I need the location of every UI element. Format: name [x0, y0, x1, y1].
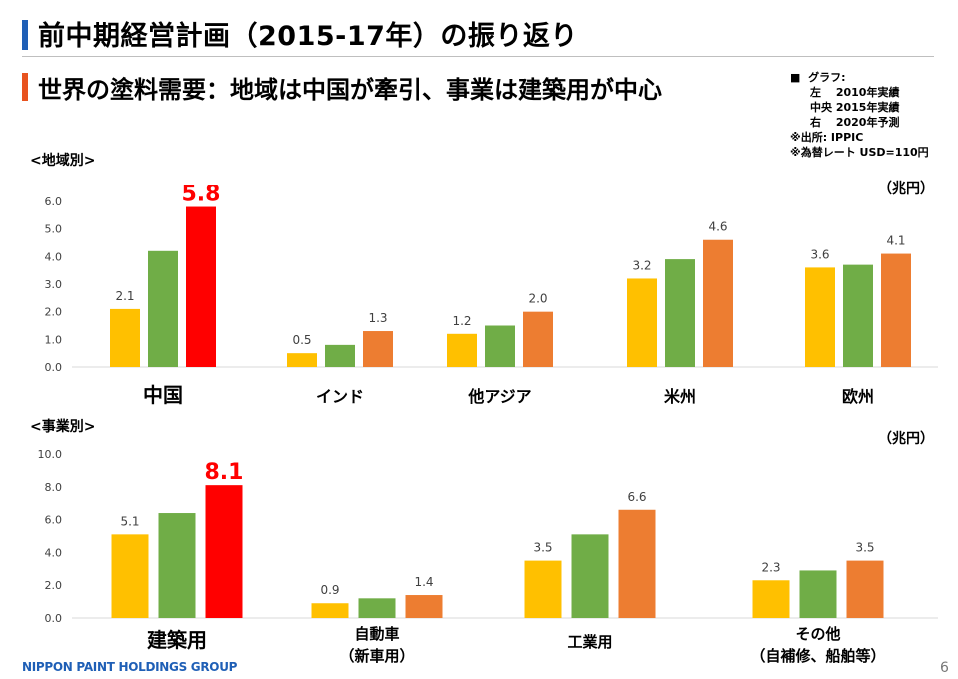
- y-tick-label: 6.0: [45, 514, 63, 527]
- bar-0-3: [627, 278, 657, 367]
- region-unit-label: （兆円）: [878, 181, 934, 197]
- business-section-label: <事業別>: [30, 419, 96, 435]
- data-label: 0.5: [292, 333, 311, 347]
- y-tick-label: 0.0: [45, 361, 63, 374]
- y-tick-label: 8.0: [45, 481, 63, 494]
- y-tick-label: 4.0: [45, 250, 63, 263]
- data-label: 1.4: [414, 575, 433, 589]
- bar-0-0: [110, 308, 140, 367]
- legend-source: ※出所: IPPIC: [790, 131, 864, 144]
- data-label: 2.3: [761, 560, 780, 574]
- legend-bullet: ■: [790, 71, 801, 84]
- data-label: 6.6: [627, 490, 646, 504]
- data-label: 4.6: [708, 220, 727, 234]
- y-tick-label: 2.0: [45, 579, 63, 592]
- bar-0-2: [524, 560, 562, 618]
- bar-1-3: [799, 570, 837, 618]
- category-label: その他: [795, 625, 840, 643]
- y-tick-label: 10.0: [38, 448, 63, 461]
- category-label: 工業用: [567, 633, 612, 651]
- bar-2-0: [186, 206, 216, 367]
- page-number: 6: [940, 660, 949, 676]
- bar-0-1: [311, 603, 349, 618]
- bar-0-3: [752, 580, 790, 618]
- data-label: 2.1: [115, 289, 134, 303]
- category-label: （自補修、船舶等）: [750, 647, 885, 665]
- bar-1-1: [325, 344, 355, 367]
- data-label: 3.2: [632, 258, 651, 272]
- bar-1-3: [665, 259, 695, 367]
- data-label: 5.8: [182, 185, 221, 207]
- data-label: 0.9: [320, 583, 339, 597]
- data-label: 1.3: [368, 311, 387, 325]
- data-label: 3.5: [855, 541, 874, 555]
- category-label: 建築用: [147, 628, 207, 652]
- title-divider: [22, 56, 934, 57]
- legend-box: ■ グラフ: 左 2010年実績 中央 2015年実績 右 2020年予測 ※出…: [790, 70, 929, 160]
- y-tick-label: 0.0: [45, 612, 63, 625]
- category-label: 米州: [664, 387, 696, 406]
- legend-row-right: 右 2020年予測: [810, 116, 900, 129]
- bar-1-4: [843, 264, 873, 367]
- category-label: 自動車: [354, 625, 399, 643]
- bar-0-1: [287, 353, 317, 367]
- bar-1-2: [485, 325, 515, 367]
- y-tick-label: 6.0: [45, 195, 63, 208]
- bar-2-3: [846, 560, 884, 618]
- bar-1-0: [148, 250, 178, 367]
- business-chart: 0.0 2.0 4.0 6.0 8.0 10.0 5.1 8.1 建築用 0.9 1.4 自動車 （新車…: [38, 448, 938, 665]
- bar-1-2: [571, 534, 609, 618]
- data-label: 4.1: [886, 234, 905, 248]
- bar-1-0: [158, 513, 196, 618]
- region-section-label: <地域別>: [30, 153, 96, 169]
- y-tick-label: 5.0: [45, 223, 63, 236]
- category-label: （新車用）: [339, 647, 414, 665]
- data-label: 3.6: [810, 247, 829, 261]
- company-logo: NIPPON PAINT HOLDINGS GROUP: [22, 660, 238, 674]
- data-label: 2.0: [528, 292, 547, 306]
- category-label: 他アジア: [467, 387, 531, 406]
- y-tick-label: 4.0: [45, 546, 63, 559]
- bar-0-2: [447, 333, 477, 367]
- category-label: インド: [316, 387, 364, 406]
- bar-2-1: [405, 595, 443, 618]
- bar-2-3: [703, 239, 733, 367]
- page-title: 前中期経営計画（2015-17年）の振り返り: [38, 21, 578, 52]
- bar-2-0: [205, 485, 243, 618]
- category-label: 中国: [143, 383, 183, 407]
- y-tick-label: 1.0: [45, 333, 63, 346]
- legend-row-left: 左 2010年実績: [810, 86, 900, 99]
- legend-heading: グラフ:: [808, 71, 846, 84]
- page-subtitle: 世界の塗料需要：地域は中国が牽引、事業は建築用が中心: [38, 76, 662, 104]
- y-tick-label: 2.0: [45, 306, 63, 319]
- category-label: 欧州: [842, 387, 874, 406]
- data-label: 5.1: [120, 514, 139, 528]
- title-accent-blue: [22, 20, 28, 50]
- business-unit-label: （兆円）: [878, 431, 934, 447]
- data-label: 1.2: [452, 314, 471, 328]
- bar-0-4: [805, 267, 835, 367]
- legend-fx-rate: ※為替レート USD=110円: [790, 146, 929, 159]
- legend-heading-row: ■ グラフ:: [790, 70, 929, 85]
- bar-1-1: [358, 598, 396, 618]
- legend-row-center: 中央 2015年実績: [810, 101, 900, 114]
- bar-2-1: [363, 331, 393, 367]
- subtitle-accent-orange: [22, 73, 28, 101]
- bar-2-2: [523, 311, 553, 367]
- y-tick-label: 3.0: [45, 278, 63, 291]
- bar-2-2: [618, 509, 656, 618]
- region-chart: 0.0 1.0 2.0 3.0 4.0 5.0 6.0 2.1 5.8 中国 0.5 1.3 インド 1.…: [45, 185, 938, 407]
- data-label: 3.5: [533, 541, 552, 555]
- data-label: 8.1: [205, 460, 244, 485]
- bar-0-0: [111, 534, 149, 618]
- bar-2-4: [881, 253, 911, 367]
